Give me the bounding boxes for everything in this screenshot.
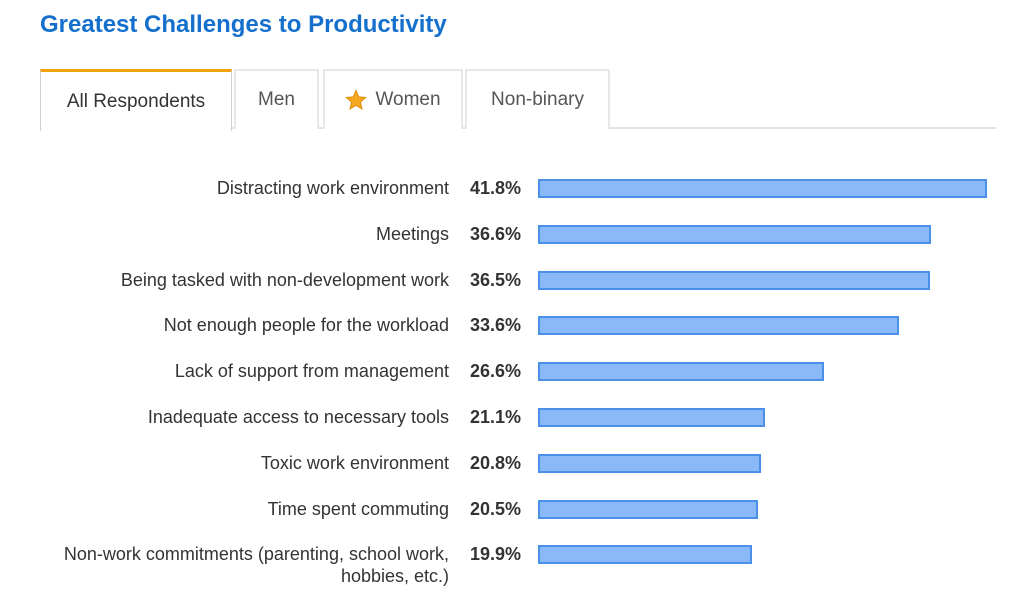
value-label: 20.5% — [470, 498, 522, 519]
bar — [538, 179, 987, 198]
bar — [538, 545, 752, 565]
category-label: Time spent commuting — [267, 498, 449, 519]
respondent-tabs: All Respondents Men Women Non-binary — [40, 69, 996, 131]
value-label: 26.6% — [470, 361, 522, 382]
bar-row: Not enough people for the workload 33.6% — [0, 314, 1024, 354]
tab-non-binary[interactable]: Non-binary — [465, 69, 610, 129]
tab-label: Men — [258, 89, 295, 110]
tab-label: All Respondents — [66, 90, 206, 112]
category-label: Toxic work environment — [260, 452, 449, 473]
bar — [538, 224, 931, 244]
bar-row: Toxic work environment 20.8% — [0, 452, 1024, 492]
bar-row: Inadequate access to necessary tools 21.1… — [0, 406, 1024, 446]
chart-title: Greatest Challenges to Productivity — [40, 11, 447, 38]
category-label: Lack of support from management — [174, 361, 449, 382]
tab-men[interactable]: Men — [234, 69, 319, 129]
tab-label: Women — [375, 89, 441, 110]
category-label: Not enough people for the workload — [163, 315, 449, 336]
category-label: Inadequate access to necessary tools — [147, 407, 449, 427]
bar-row: Time spent commuting 20.5% — [0, 498, 1024, 538]
bar — [538, 270, 930, 290]
star-icon — [345, 89, 368, 111]
value-label: 33.6% — [470, 315, 522, 336]
category-label: Distracting work environment — [216, 178, 449, 198]
tab-label: Non-binary — [491, 89, 584, 110]
tab-women[interactable]: Women — [323, 69, 463, 129]
value-label: 36.6% — [470, 223, 522, 244]
bar-row: Non-work commitments (parenting, school … — [0, 543, 1024, 586]
bar — [538, 499, 758, 519]
category-label: Meetings — [375, 223, 449, 244]
value-label: 41.8% — [470, 178, 522, 198]
bar-row: Distracting work environment 41.8% — [0, 177, 1024, 217]
value-label: 21.1% — [470, 407, 522, 427]
bar-row: Meetings 36.6% — [0, 223, 1024, 263]
category-label: Being tasked with non-development work — [120, 269, 449, 290]
bar — [538, 453, 761, 473]
bar — [538, 316, 899, 336]
value-label: 20.8% — [470, 452, 522, 473]
bar-row: Lack of support from management 26.6% — [0, 360, 1024, 400]
category-label: Non-work commitments (parenting, school … — [63, 544, 449, 587]
bar — [538, 362, 824, 382]
bar-row: Being tasked with non-development work 36… — [0, 269, 1024, 309]
value-label: 19.9% — [470, 544, 522, 565]
bar — [538, 408, 765, 427]
tab-all-respondents[interactable]: All Respondents — [40, 69, 232, 131]
value-label: 36.5% — [470, 269, 522, 290]
